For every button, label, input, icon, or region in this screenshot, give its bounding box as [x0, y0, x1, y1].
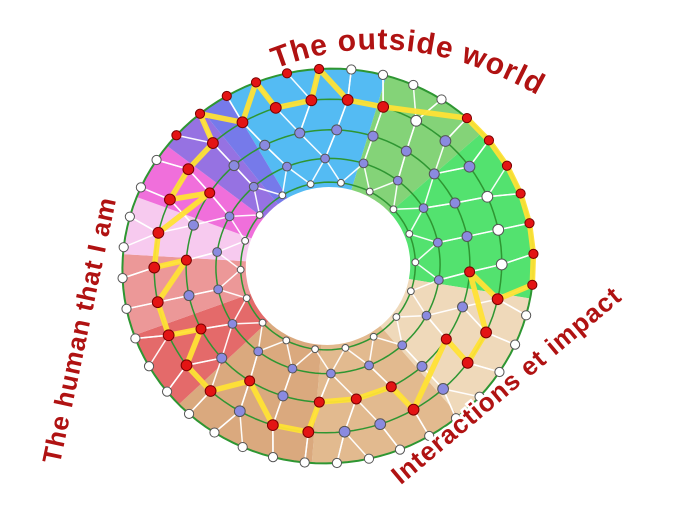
label-human-that-i-am: The human that I am	[36, 194, 122, 466]
donut-wheel	[117, 63, 539, 469]
